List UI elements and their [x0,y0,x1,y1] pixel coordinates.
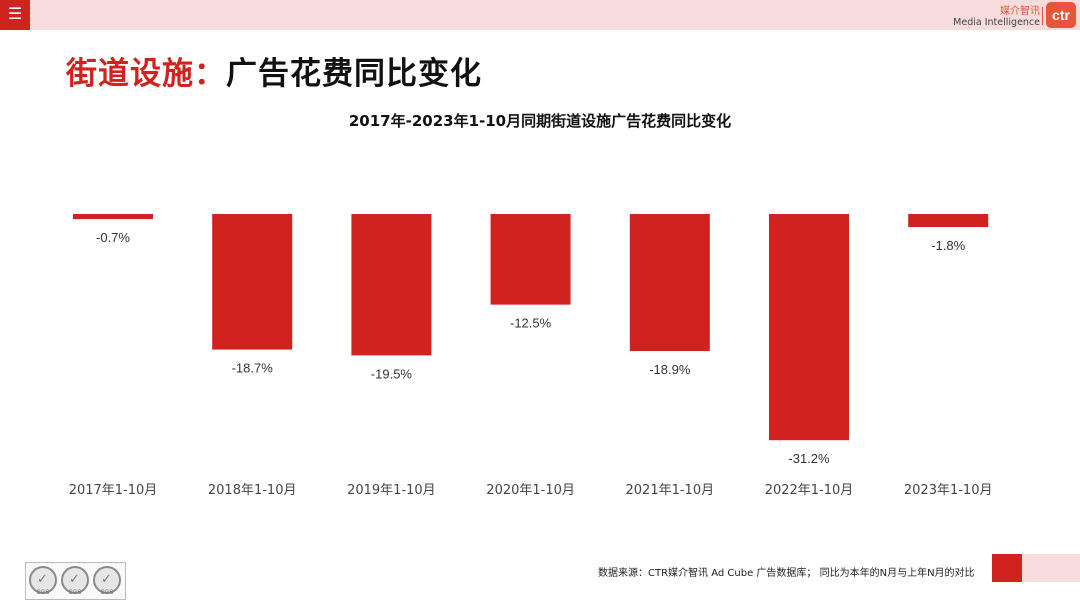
bar-2 [212,214,293,350]
bar-4 [490,214,571,305]
data-label-3: -19.5% [371,366,413,381]
category-label-1: 2017年1-10月 [69,483,158,498]
footer-pink-block [1022,554,1080,582]
category-label-3: 2019年1-10月 [347,483,436,498]
data-label-5: -18.9% [649,362,691,377]
bar-6 [769,214,849,441]
page-title: 街道设施：广告花费同比变化 [66,48,482,93]
data-label-7: -1.8% [931,238,965,253]
top-bar [0,0,1080,30]
category-label-5: 2021年1-10月 [626,483,715,498]
category-label-6: 2022年1-10月 [765,483,854,498]
brand-block: 媒介智讯 Media Intelligence [953,6,1040,28]
brand-en: Media Intelligence [953,17,1040,28]
ctr-logo: ctr [1046,2,1076,28]
bar-7 [908,214,989,228]
bar-chart: -0.7% 2017年1-10月 -18.7% 2018年1-10月 -19.5% 201… [69,214,993,498]
menu-icon: ☰ [7,6,23,23]
menu-button[interactable]: ☰ [0,0,30,30]
data-label-6: -31.2% [788,451,830,466]
certification-badges: ✓ SGS ✓ SGS ✓ SGS [25,562,126,600]
data-label-2: -18.7% [232,361,274,376]
brand-divider [1042,7,1043,25]
data-label-1: -0.7% [96,230,130,245]
category-label-7: 2023年1-10月 [904,483,993,498]
data-source-note: 数据来源：CTR媒介智讯 Ad Cube 广告数据库； 同比为本年的N月与上年N… [598,568,975,579]
category-label-4: 2020年1-10月 [486,483,575,498]
bar-3 [351,214,432,356]
data-label-4: -12.5% [510,316,552,331]
category-label-2: 2018年1-10月 [208,483,297,498]
chart-title: 2017年-2023年1-10月同期街道设施广告花费同比变化 [348,112,732,130]
bar-5 [629,214,710,352]
footer-accent-block [992,554,1022,582]
page-title-accent: 街道设施： [66,56,226,92]
sgs-badge-icon: ✓ SGS [61,566,89,596]
sgs-badge-icon: ✓ SGS [29,566,57,596]
sgs-badge-icon: ✓ SGS [93,566,121,596]
page-title-rest: 广告花费同比变化 [226,56,482,92]
bar-1 [73,214,153,220]
brand-cn: 媒介智讯 [1000,6,1040,17]
